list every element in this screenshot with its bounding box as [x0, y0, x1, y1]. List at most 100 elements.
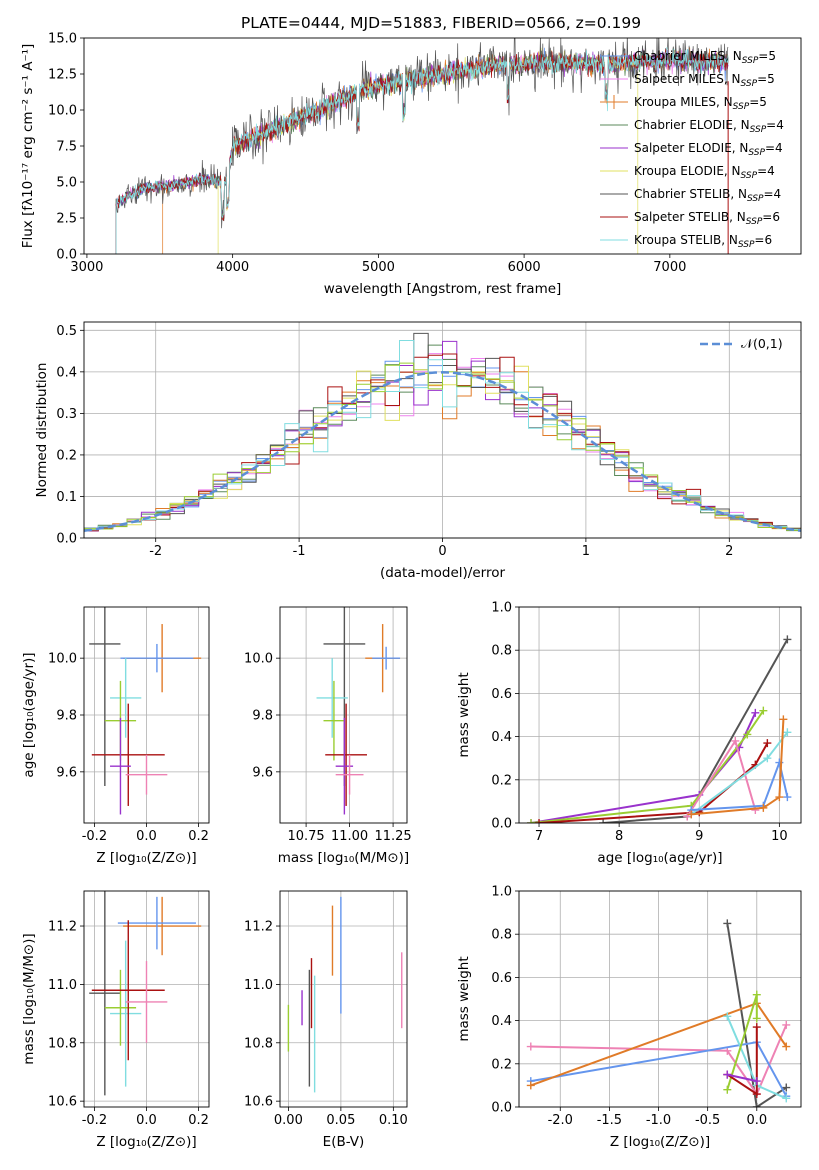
weight-point-marker	[783, 793, 792, 802]
legend-label-subscript: SSP	[748, 148, 765, 158]
weight-point-marker	[782, 1020, 791, 1029]
x-tick-label: 0.00	[274, 1113, 303, 1128]
spectrum-series-line	[115, 47, 729, 254]
weight-point-marker	[687, 810, 696, 819]
legend-label-suffix: =5	[757, 72, 775, 86]
errorbar-point	[316, 658, 348, 738]
legend-label-text: Salpeter MILES, N	[634, 72, 741, 86]
x-tick-label: 10	[771, 829, 788, 844]
axes-frame	[83, 37, 802, 255]
y-axis-label: Flux [fλ10⁻¹⁷ erg cm⁻² s⁻¹ A⁻¹]	[20, 44, 36, 249]
ticks: -0.2 0.0 0.2 10.6 10.8 11.0 11.2	[48, 920, 209, 1128]
weight-point-marker	[782, 1083, 791, 1092]
x-tick-label: 7	[535, 829, 543, 844]
weight-point-marker	[723, 1012, 732, 1021]
x-tick-label: -1.5	[597, 1113, 622, 1128]
x-tick-label: 5000	[362, 260, 395, 275]
errorbar-point	[110, 658, 142, 738]
x-tick-label: 0.2	[188, 829, 209, 844]
x-tick-label: -0.2	[82, 1113, 107, 1128]
errorbar-point	[372, 646, 401, 670]
errorbar-point	[125, 961, 168, 1043]
legend-label-text: Chabrier STELIB, N	[634, 187, 747, 201]
legend-label-text: Salpeter ELODIE, N	[634, 141, 748, 155]
x-tick-label: 11.25	[374, 829, 411, 844]
y-tick-label: 10.6	[48, 1095, 77, 1110]
y-tick-label: 0.6	[491, 687, 512, 702]
weight-series	[723, 1070, 761, 1086]
axes-frame	[83, 606, 210, 824]
legend-label-suffix: =4	[765, 141, 783, 155]
y-tick-label: 10.6	[244, 1095, 273, 1110]
x-tick-label: 9	[695, 829, 703, 844]
panel-weight_vs_Z: -2.0 -1.5 -1.0 -0.5 0.0 0.0 0.2 0.4 0.6 0.8 1.0 Z […	[456, 885, 802, 1150]
x-tick-label: 8	[615, 829, 623, 844]
y-tick-label: 9.8	[252, 709, 273, 724]
weight-point-marker	[782, 1042, 791, 1051]
ticks: 3000 4000 5000 6000 7000 0.0 2.5 5.0 7.5 10.0 12.5…	[48, 32, 686, 276]
legend-label: Chabrier MILES, NSSP=5	[634, 49, 776, 66]
legend-label-subscript: SSP	[742, 56, 759, 66]
weight-series-line	[691, 719, 785, 816]
x-axis-label: mass [log₁₀(M/M⊙)]	[278, 850, 409, 866]
normal-curve	[84, 371, 801, 532]
weight-point-marker	[752, 1077, 761, 1086]
x-tick-label: 11.00	[331, 829, 368, 844]
weight-point-marker	[751, 708, 760, 717]
axes-frame	[279, 606, 408, 824]
weight-series	[687, 715, 788, 819]
axes-frame	[83, 890, 210, 1108]
x-axis-label: (data-model)/error	[380, 565, 506, 581]
y-axis-label: Normed distribution	[34, 363, 50, 498]
y-tick-label: 10.0	[48, 104, 77, 119]
weight-point-marker	[599, 819, 608, 823]
weight-series-line	[727, 1073, 758, 1083]
legend-label: Salpeter MILES, NSSP=5	[634, 72, 775, 89]
ticks: 10.75 11.00 11.25 9.6 9.8 10.0	[244, 652, 412, 844]
panel-mass_vs_ebv: 0.00 0.05 0.10 10.6 10.8 11.0 11.2 E(B-V)	[244, 890, 408, 1150]
errorbar-point	[335, 754, 364, 795]
x-tick-label: 0.0	[746, 1113, 767, 1128]
y-tick-label: 12.5	[48, 68, 77, 83]
legend-label: Kroupa STELIB, NSSP=6	[634, 233, 772, 250]
y-tick-label: 0.8	[491, 928, 512, 943]
y-tick-label: 2.5	[56, 212, 77, 227]
x-tick-label: 3000	[70, 260, 103, 275]
weight-point-marker	[759, 706, 768, 715]
panel-age_vs_Z: -0.2 0.0 0.2 9.6 9.8 10.0 Z [log₁₀(Z/Z⊙)] age […	[21, 606, 210, 866]
legend: 𝒩(0,1)	[700, 336, 783, 351]
legend-label-text: Kroupa STELIB, N	[634, 233, 738, 247]
weight-series	[527, 708, 760, 823]
x-tick-label: 1	[582, 544, 590, 559]
y-tick-label: 5.0	[56, 176, 77, 191]
x-tick-label: 0.10	[379, 1113, 408, 1128]
y-tick-label: 0.5	[56, 324, 77, 339]
plot-area	[526, 919, 791, 1107]
plot-area	[84, 332, 801, 534]
y-tick-label: 0.3	[56, 407, 77, 422]
legend-label-text: Chabrier MILES, N	[634, 49, 742, 63]
x-tick-label: 0.0	[136, 1113, 157, 1128]
y-tick-label: 15.0	[48, 32, 77, 47]
y-tick-label: 9.8	[56, 709, 77, 724]
legend-label-suffix: =4	[766, 118, 784, 132]
ticks: -0.2 0.0 0.2 9.6 9.8 10.0	[48, 652, 209, 844]
y-tick-label: 11.2	[244, 920, 273, 935]
x-tick-label: -0.5	[695, 1113, 720, 1128]
weight-point-marker	[526, 1042, 535, 1051]
legend-label: Chabrier ELODIE, NSSP=4	[634, 118, 784, 135]
errorbar-point	[104, 969, 137, 1046]
weight-point-marker	[779, 715, 788, 724]
legend-label-subscript: SSP	[741, 171, 758, 181]
x-tick-label: -1	[293, 544, 306, 559]
errorbar-point	[110, 940, 142, 1087]
errorbar-point	[123, 896, 202, 956]
y-axis-label: mass weight	[456, 672, 472, 757]
errorbar-point	[125, 754, 168, 795]
weight-point-marker	[752, 1090, 761, 1099]
panel-residuals: -2 -1 0 1 2 0.0 0.1 0.2 0.3 0.4 0.5 (data-model)/er…	[34, 321, 802, 581]
x-tick-label: -1.0	[646, 1113, 671, 1128]
axes-frame	[518, 606, 802, 824]
y-tick-label: 11.0	[244, 978, 273, 993]
